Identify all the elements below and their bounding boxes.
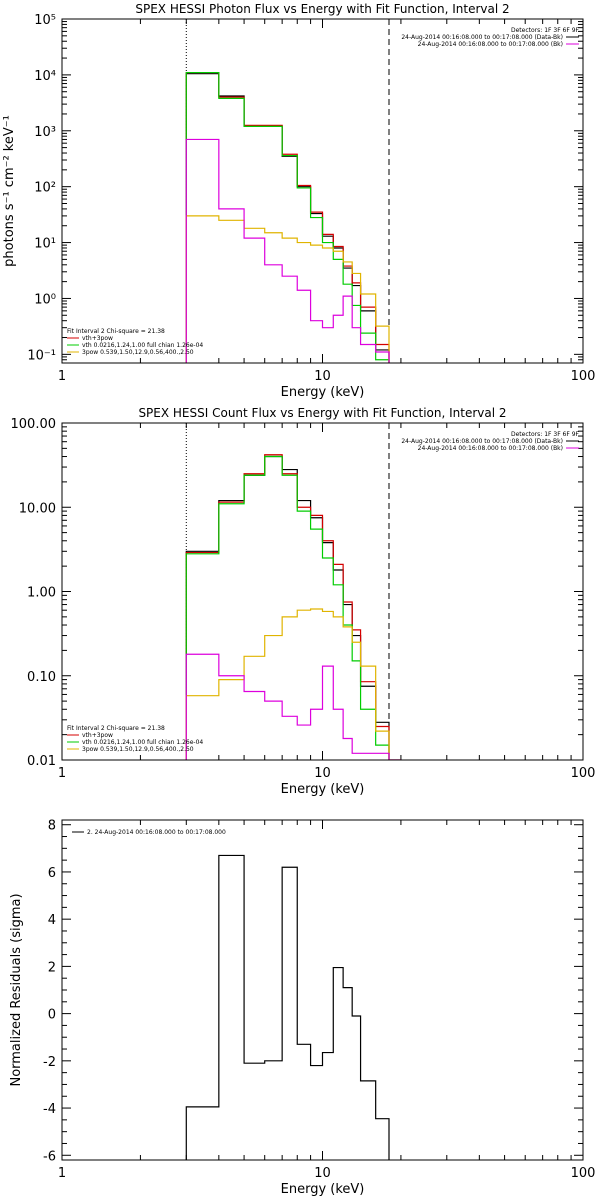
x-tick-label: 100 <box>571 369 596 384</box>
y-tick-label: 100.00 <box>11 417 57 432</box>
plot-frame <box>61 422 584 761</box>
y-tick-label: 0 <box>48 1008 56 1023</box>
chart-title: SPEX HESSI Count Flux vs Energy with Fit… <box>138 406 506 420</box>
y-tick-label: -4 <box>43 1102 56 1117</box>
legend-right-entry: Detectors: 1F 3F 6F 9F <box>511 431 580 438</box>
series-step-line-0 <box>185 854 390 1160</box>
chart-title: SPEX HESSI Photon Flux vs Energy with Fi… <box>135 2 509 16</box>
x-tick-label: 1 <box>58 1166 66 1181</box>
x-tick-label: 100 <box>571 1166 596 1181</box>
series-step-line-2 <box>185 455 402 760</box>
y-tick-label: -2 <box>43 1055 56 1070</box>
legend-left-entry: vth+3pow <box>82 732 113 739</box>
y-tick-label: 0.10 <box>27 670 56 685</box>
y-tick-label: 4 <box>48 913 56 928</box>
series-step-line-3 <box>185 215 390 363</box>
series-step-line-4 <box>185 138 390 363</box>
legend-left-title: Fit Interval 2 Chi-square = 21.38 <box>67 328 165 335</box>
x-axis-label: Energy (keV) <box>281 1182 365 1197</box>
series-step-line-4 <box>185 653 401 760</box>
legend-right-entry: 24-Aug-2014 00:16:08.000 to 00:17:08.000… <box>401 34 563 41</box>
y-tick-label: 8 <box>48 819 56 834</box>
series-step-line-2 <box>185 71 390 363</box>
x-tick-label: 10 <box>314 766 331 781</box>
y-tick-label: 2 <box>48 960 56 975</box>
plot-frame <box>61 18 584 364</box>
x-axis-label: Energy (keV) <box>281 385 365 400</box>
y-tick-label: 10⁴ <box>34 69 56 84</box>
series-step-line-3 <box>185 608 402 760</box>
legend-right-entry: 24-Aug-2014 00:16:08.000 to 00:17:08.000… <box>401 438 563 445</box>
y-tick-label: 10³ <box>34 125 56 140</box>
x-axis-label: Energy (keV) <box>281 782 365 797</box>
legend-left-title: Fit Interval 2 Chi-square = 21.38 <box>67 725 165 732</box>
x-tick-label: 10 <box>314 369 331 384</box>
y-tick-label: 10⁻¹ <box>27 348 56 363</box>
y-tick-label: 0.01 <box>27 754 56 769</box>
legend-right-entry: Detectors: 1F 3F 6F 9F <box>511 27 580 34</box>
legend-left-entry: vth 0.0216,1.24,1.00 full chian 1.26e-04 <box>82 739 203 746</box>
y-axis-label: photons s⁻¹ cm⁻² keV⁻¹ <box>2 115 17 267</box>
plot-frame <box>61 819 584 1161</box>
series-step-line-1 <box>185 71 390 363</box>
legend-left-entry: vth+3pow <box>82 335 113 342</box>
legend-entry: 2. 24-Aug-2014 00:16:08.000 to 00:17:08.… <box>87 829 226 836</box>
legend-left-entry: 3pow 0.539,1.50,12.9,0.56,400.,2.50 <box>82 349 194 356</box>
legend-left-entry: vth 0.0216,1.24,1.00 full chian 1.26e-04 <box>82 342 203 349</box>
y-axis-label: Normalized Residuals (sigma) <box>9 893 24 1086</box>
x-tick-label: 100 <box>571 766 596 781</box>
legend-left-entry: 3pow 0.539,1.50,12.9,0.56,400.,2.50 <box>82 746 194 753</box>
y-tick-label: -6 <box>43 1149 56 1164</box>
y-tick-label: 10.00 <box>19 501 56 516</box>
x-tick-label: 10 <box>314 1166 331 1181</box>
y-tick-label: 6 <box>48 866 56 881</box>
y-tick-label: 10⁰ <box>34 292 56 307</box>
x-tick-label: 1 <box>58 766 66 781</box>
series-step-line-0 <box>185 73 390 363</box>
legend-right-entry: 24-Aug-2014 00:16:08.000 to 00:17:08.000… <box>418 445 563 452</box>
y-tick-label: 10¹ <box>34 237 56 252</box>
legend-right-entry: 24-Aug-2014 00:16:08.000 to 00:17:08.000… <box>418 41 563 48</box>
y-tick-label: 10⁵ <box>34 13 56 28</box>
y-tick-label: 10² <box>34 181 56 196</box>
x-tick-label: 1 <box>58 369 66 384</box>
y-tick-label: 1.00 <box>27 586 56 601</box>
